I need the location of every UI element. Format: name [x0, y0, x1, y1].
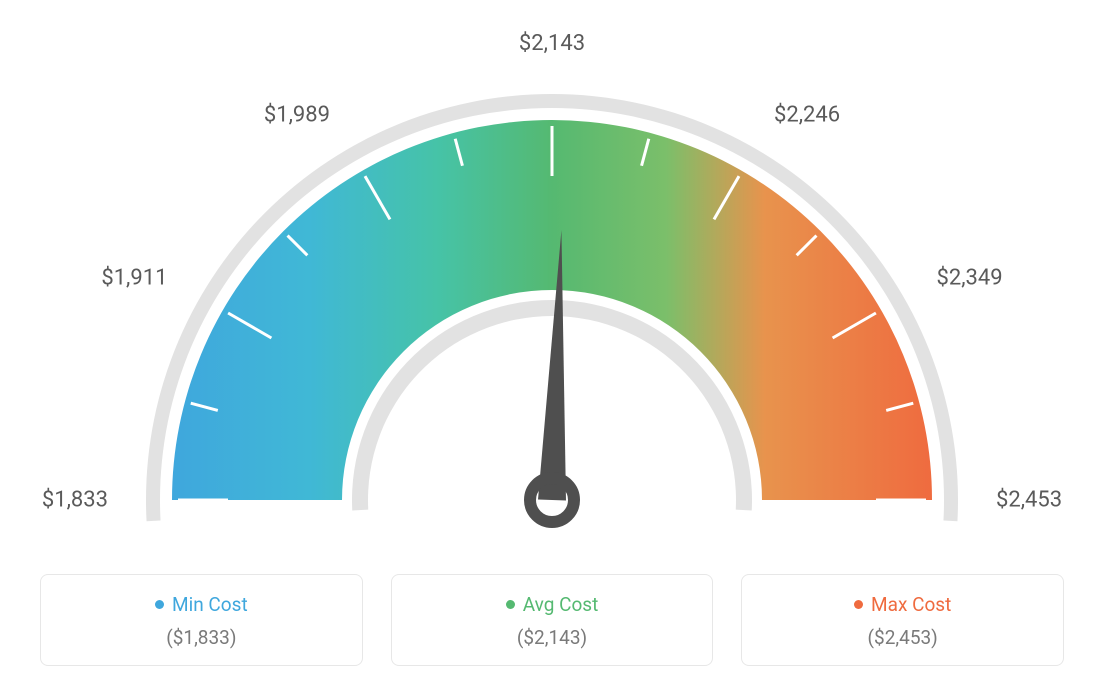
legend-value-avg: ($2,143) [402, 626, 703, 649]
gauge-tick-label: $1,911 [101, 266, 167, 291]
legend-dot-avg [506, 600, 515, 609]
gauge-tick-label: $1,833 [42, 488, 108, 513]
gauge-tick-label: $2,453 [996, 488, 1062, 513]
legend-value-max: ($2,453) [752, 626, 1053, 649]
gauge-chart: $1,833 $1,911 $1,989 $2,143 $2,246 $2,349 $2,4… [0, 0, 1104, 560]
legend-card-avg: Avg Cost ($2,143) [391, 574, 714, 666]
legend-title-avg: Avg Cost [523, 593, 599, 616]
legend-value-min: ($1,833) [51, 626, 352, 649]
legend-row: Min Cost ($1,833) Avg Cost ($2,143) Max … [40, 574, 1064, 666]
gauge-tick-label: $2,349 [937, 266, 1003, 291]
gauge-tick-label: $2,143 [519, 31, 585, 56]
gauge-tick-label: $1,989 [264, 103, 330, 128]
legend-title-max: Max Cost [871, 593, 951, 616]
gauge-tick-label: $2,246 [774, 103, 840, 128]
gauge-svg [42, 40, 1062, 560]
legend-title-min: Min Cost [172, 593, 248, 616]
legend-dot-max [854, 600, 863, 609]
legend-card-max: Max Cost ($2,453) [741, 574, 1064, 666]
legend-card-min: Min Cost ($1,833) [40, 574, 363, 666]
legend-dot-min [155, 600, 164, 609]
